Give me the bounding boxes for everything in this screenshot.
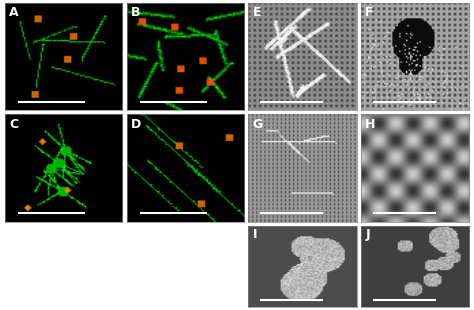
Text: E: E (253, 6, 261, 19)
Text: C: C (9, 117, 18, 131)
Text: I: I (253, 228, 257, 241)
Text: G: G (253, 117, 263, 131)
Text: H: H (365, 117, 376, 131)
Text: B: B (131, 6, 141, 19)
Text: J: J (365, 228, 370, 241)
Text: F: F (365, 6, 374, 19)
Text: A: A (9, 6, 19, 19)
Text: D: D (131, 117, 141, 131)
